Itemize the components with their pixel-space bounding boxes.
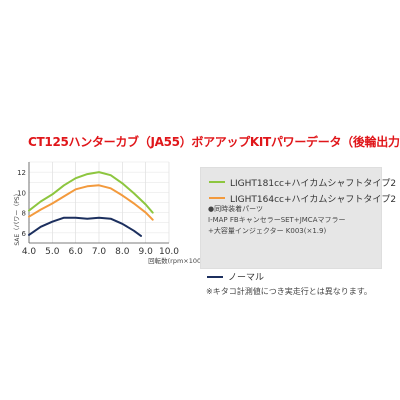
measurement-note: ※キタコ計測値につき実走行とは異なります。: [206, 287, 372, 296]
legend-swatch-181cc: [209, 181, 225, 183]
chart-grid: [28, 161, 170, 244]
y-tick-label: 12: [17, 169, 26, 177]
chart-series: [28, 171, 154, 237]
legend-item-normal: ノーマル: [207, 270, 264, 283]
x-tick-label: 9.0: [139, 247, 154, 257]
x-tick-label: 6.0: [69, 247, 84, 257]
series-line-0: [28, 171, 154, 214]
chart-ticks: 4.0 5.0 6.0 7.0 8.0 9.0 10.0 6 8 10 12: [17, 169, 179, 257]
legend-swatch-164cc: [209, 197, 225, 199]
legend-box: LIGHT181cc+ハイカムシャフトタイプ2 LIGHT164cc+ハイカムシ…: [200, 167, 396, 269]
series-line-2: [28, 216, 142, 237]
legend-item-164cc: LIGHT164cc+ハイカムシャフトタイプ2: [209, 192, 397, 205]
legend-swatch-normal: [207, 275, 223, 278]
y-tick-label: 6: [22, 230, 27, 238]
chart-title: CT125ハンターカブ（JA55）ボアアップKITパワーデータ（後輪出力）: [28, 135, 400, 149]
x-tick-label: 4.0: [22, 247, 37, 257]
legend-label-164cc: LIGHT164cc+ハイカムシャフトタイプ2: [230, 194, 397, 205]
y-tick-label: 10: [17, 189, 26, 197]
legend-label-181cc: LIGHT181cc+ハイカムシャフトタイプ2: [230, 178, 397, 189]
legend-label-normal: ノーマル: [228, 273, 265, 283]
legend-note-parts: I-MAP FBキャンセラーSET+JMCAマフラー: [208, 216, 346, 224]
y-tick-label: 8: [22, 210, 26, 218]
x-tick-label: 10.0: [159, 247, 179, 257]
y-axis-label: SAE（パワー（PS）: [14, 190, 21, 245]
chart-axes: [28, 162, 169, 244]
x-tick-label: 8.0: [115, 247, 130, 257]
legend-item-181cc: LIGHT181cc+ハイカムシャフトタイプ2: [209, 176, 397, 189]
legend-note-heading: ●同時装着パーツ: [208, 205, 263, 213]
legend-note-injector: +大容量インジェクター K003(×1.9): [208, 227, 327, 235]
x-tick-label: 5.0: [45, 247, 60, 257]
series-line-1: [28, 184, 154, 221]
x-axis-label: 回転数(rpm×1000): [148, 256, 208, 265]
x-tick-label: 7.0: [92, 247, 107, 257]
